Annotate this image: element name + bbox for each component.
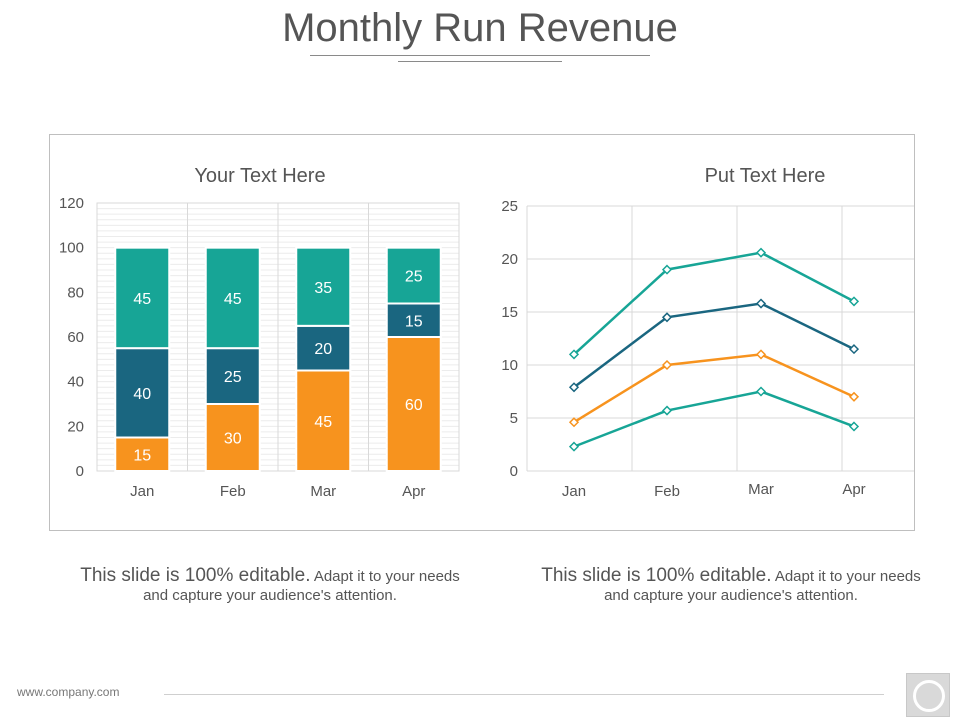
series-line — [573, 353, 855, 424]
bar-value-label: 40 — [133, 386, 151, 403]
title-underline — [310, 55, 650, 56]
bar-segment — [295, 246, 352, 327]
x-tick-label: Apr — [402, 483, 425, 500]
bar-value-label: 15 — [405, 313, 423, 330]
chart-title: Your Text Here — [194, 165, 325, 187]
data-point — [755, 247, 767, 258]
footer-divider — [164, 694, 884, 695]
data-point — [568, 417, 580, 428]
y-tick-label: 60 — [67, 329, 84, 346]
data-point — [848, 421, 860, 432]
caption-left-bold: This slide is 100% editable. — [80, 565, 311, 586]
y-tick-label: 15 — [501, 304, 518, 321]
y-tick-label: 120 — [59, 195, 84, 212]
line-chart: 0 5 10 15 20 25 Put Text Here Jan Feb Mar Apr — [501, 165, 914, 500]
title-underline-short — [398, 61, 562, 62]
x-tick-label: Feb — [654, 483, 680, 500]
x-tick-label: Mar — [310, 483, 336, 500]
y-tick-label: 25 — [501, 198, 518, 215]
data-point — [755, 386, 767, 397]
data-point — [848, 344, 860, 355]
caption-right: This slide is 100% editable. Adapt it to… — [541, 566, 921, 605]
data-point — [848, 391, 860, 402]
bar-segment — [295, 369, 352, 472]
y-tick-label: 0 — [76, 463, 84, 480]
y-tick-label: 0 — [510, 463, 518, 480]
bar-segment — [385, 246, 442, 305]
series-line — [573, 390, 855, 448]
data-point — [848, 296, 860, 307]
data-point — [661, 359, 673, 371]
data-point — [568, 349, 580, 360]
charts-panel: 0 20 40 60 80 100 120 Your Text Here 15 40 45 Jan 30… — [49, 134, 915, 531]
data-point — [661, 312, 673, 323]
data-point — [661, 405, 673, 416]
x-tick-label: Jan — [562, 483, 586, 500]
bar-value-label: 45 — [314, 414, 332, 431]
y-tick-label: 100 — [59, 240, 84, 257]
caption-right-text: Adapt it to your needs and capture your … — [604, 568, 921, 604]
y-tick-label: 80 — [67, 284, 84, 301]
bar-value-label: 45 — [224, 291, 242, 308]
bar-segment — [114, 436, 171, 472]
y-tick-label: 5 — [510, 410, 518, 427]
bar-value-label: 60 — [405, 397, 423, 414]
y-tick-label: 40 — [67, 374, 84, 391]
y-tick-label: 10 — [501, 357, 518, 374]
bar-value-label: 15 — [133, 447, 151, 464]
x-tick-label: Jan — [130, 483, 154, 500]
bar-value-label: 35 — [314, 280, 332, 297]
x-tick-label: Feb — [220, 483, 246, 500]
x-tick-label: Mar — [748, 481, 774, 498]
data-point — [568, 441, 580, 452]
series-line — [573, 302, 855, 389]
data-point — [568, 382, 580, 393]
data-point — [755, 298, 767, 309]
caption-left: This slide is 100% editable. Adapt it to… — [80, 566, 460, 605]
slide-title: Monthly Run Revenue — [282, 6, 678, 50]
y-tick-label: 20 — [501, 251, 518, 268]
data-point — [661, 264, 673, 275]
bar-value-label: 25 — [405, 269, 423, 286]
bar-value-label: 20 — [314, 341, 332, 358]
bar-segment — [114, 347, 171, 439]
caption-right-bold: This slide is 100% editable. — [541, 565, 772, 586]
bar-segment — [114, 246, 171, 350]
series-line — [573, 251, 855, 356]
y-tick-label: 20 — [67, 418, 84, 435]
circle-icon — [913, 680, 945, 712]
footer-url[interactable]: www.company.com — [17, 685, 120, 699]
caption-left-text: Adapt it to your needs and capture your … — [143, 568, 460, 604]
footer-button[interactable] — [906, 673, 950, 717]
stacked-bar-chart: 0 20 40 60 80 100 120 Your Text Here 15 40 45 Jan 30… — [59, 165, 460, 500]
bar-value-label: 25 — [224, 369, 242, 386]
data-point — [755, 349, 767, 360]
bar-segment — [204, 246, 261, 350]
bar-value-label: 45 — [133, 291, 151, 308]
chart-title: Put Text Here — [705, 165, 826, 187]
x-tick-label: Apr — [842, 481, 865, 498]
bar-value-label: 30 — [224, 431, 242, 448]
